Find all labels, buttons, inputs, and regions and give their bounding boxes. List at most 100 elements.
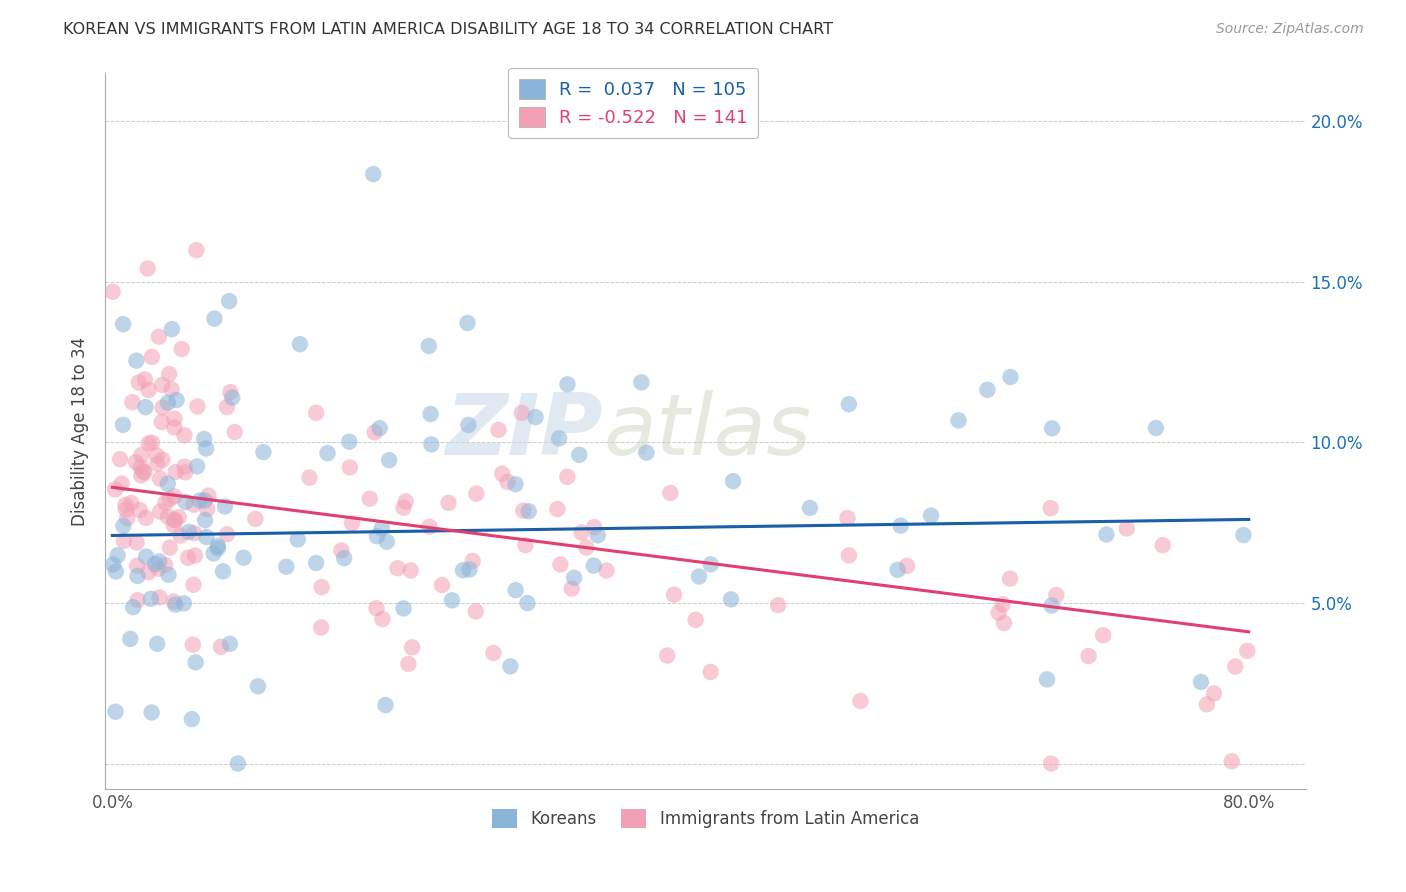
Point (214, 500, 236, 514)
Point (561, 582, 583, 596)
Point (160, 322, 183, 336)
Point (197, 489, 219, 503)
Point (516, 596, 538, 610)
Point (837, 511, 859, 525)
Point (886, 563, 908, 577)
Point (112, 519, 135, 533)
Point (636, 445, 658, 459)
Point (173, 428, 195, 442)
Point (993, 616, 1015, 631)
Point (112, 533, 135, 548)
Point (139, 591, 162, 606)
Point (207, 539, 229, 553)
Point (131, 468, 153, 483)
Point (461, 554, 484, 568)
Point (104, 483, 127, 497)
Point (104, 565, 127, 579)
Point (148, 554, 170, 568)
Point (1045, 588, 1067, 602)
Point (766, 598, 789, 612)
Point (138, 436, 160, 450)
Point (499, 659, 522, 673)
Point (163, 513, 186, 527)
Point (141, 706, 163, 720)
Point (657, 648, 679, 663)
Point (418, 520, 440, 534)
Point (371, 612, 394, 626)
Point (1152, 538, 1174, 552)
Point (247, 679, 270, 693)
Point (547, 502, 569, 516)
Point (163, 489, 186, 503)
Point (374, 698, 396, 712)
Point (361, 167, 384, 181)
Point (337, 434, 360, 449)
Point (181, 638, 204, 652)
Point (359, 491, 381, 506)
Text: ZIP: ZIP (446, 390, 603, 473)
Point (392, 601, 415, 615)
Point (465, 486, 488, 500)
Point (720, 592, 742, 607)
Point (127, 593, 149, 607)
Point (165, 465, 187, 479)
Point (112, 317, 135, 331)
Point (125, 353, 148, 368)
Point (1040, 756, 1063, 771)
Point (496, 475, 519, 489)
Point (571, 525, 593, 540)
Point (156, 509, 179, 524)
Point (150, 415, 173, 429)
Point (219, 637, 242, 651)
Point (184, 656, 207, 670)
Point (150, 452, 173, 467)
Point (1040, 421, 1063, 435)
Point (167, 510, 190, 524)
Point (387, 561, 409, 575)
Point (976, 383, 998, 397)
Point (195, 530, 218, 544)
Point (849, 694, 872, 708)
Point (101, 285, 124, 299)
Point (156, 395, 179, 409)
Point (517, 504, 540, 518)
Point (366, 601, 388, 615)
Y-axis label: Disability Age 18 to 34: Disability Age 18 to 34 (72, 336, 89, 525)
Point (149, 505, 172, 519)
Point (184, 549, 207, 563)
Point (114, 498, 136, 512)
Point (1220, 755, 1243, 769)
Point (165, 513, 187, 527)
Point (157, 567, 180, 582)
Point (215, 527, 238, 541)
Point (688, 569, 710, 583)
Point (550, 558, 572, 572)
Point (458, 562, 481, 576)
Point (127, 569, 149, 583)
Point (215, 400, 238, 414)
Point (401, 640, 423, 655)
Point (557, 470, 579, 484)
Point (219, 385, 242, 400)
Point (575, 541, 598, 555)
Point (111, 417, 134, 432)
Point (157, 367, 180, 381)
Point (209, 640, 232, 654)
Point (155, 496, 177, 510)
Point (562, 571, 585, 585)
Point (510, 406, 533, 420)
Point (488, 423, 510, 437)
Point (117, 511, 139, 525)
Point (1195, 698, 1218, 712)
Point (524, 410, 547, 425)
Point (1189, 675, 1212, 690)
Point (138, 566, 160, 580)
Point (131, 448, 153, 462)
Point (1092, 628, 1115, 642)
Point (136, 261, 159, 276)
Point (252, 445, 274, 459)
Point (148, 591, 170, 605)
Point (125, 535, 148, 549)
Point (1232, 528, 1254, 542)
Point (104, 705, 127, 719)
